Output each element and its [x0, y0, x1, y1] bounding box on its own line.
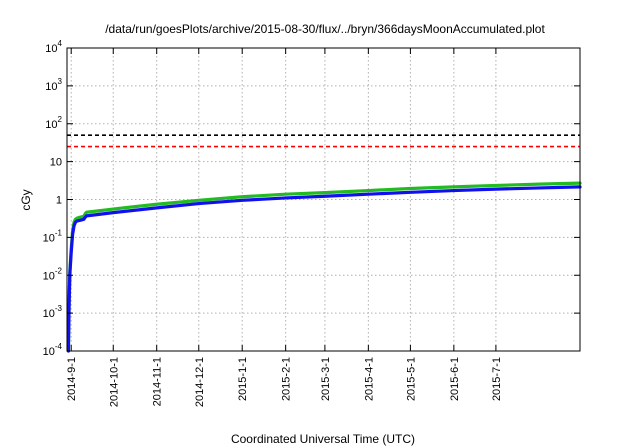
y-axis-label: cGy — [19, 189, 33, 210]
x-tick-label: 2015-7-1 — [491, 357, 503, 401]
x-axis: 2014-9-1 2014-10-1 2014-11-1 2014-12-1 2015-… — [66, 48, 503, 407]
y-tick-label: 10-1 — [43, 228, 63, 244]
y-tick-base: 10 — [43, 270, 55, 282]
y-tick-base: 10 — [50, 157, 62, 169]
y-tick-base: 10 — [45, 43, 57, 55]
y-tick-exponent: 4 — [58, 39, 63, 48]
y-tick-base: 1 — [56, 195, 62, 207]
x-tick-label: 2014-11-1 — [152, 357, 164, 406]
y-tick-exponent: 3 — [58, 77, 63, 86]
chart-title: /data/run/goesPlots/archive/2015-08-30/f… — [105, 22, 545, 36]
x-tick-label: 2015-6-1 — [449, 357, 461, 401]
y-tick-base: 10 — [43, 346, 55, 358]
y-tick-exponent: -2 — [55, 266, 63, 275]
x-tick-label: 2015-4-1 — [363, 357, 375, 401]
y-tick-label: 103 — [45, 77, 62, 93]
y-tick-label: 1 — [56, 195, 62, 207]
y-tick-exponent: -1 — [55, 228, 63, 237]
x-tick-label: 2015-1-1 — [237, 357, 249, 401]
x-tick-label: 2015-2-1 — [281, 357, 293, 401]
y-tick-base: 10 — [43, 232, 55, 244]
x-tick-label: 2015-5-1 — [405, 357, 417, 401]
reference-lines — [67, 134, 580, 148]
y-tick-exponent: -3 — [55, 304, 63, 313]
series-group — [66, 181, 582, 353]
y-tick-label: 102 — [45, 115, 62, 131]
y-tick-exponent: 2 — [58, 115, 63, 124]
x-tick-label: 2014-12-1 — [194, 357, 206, 407]
y-tick-base: 10 — [43, 308, 55, 320]
x-tick-label: 2014-9-1 — [66, 357, 78, 401]
y-tick-base: 10 — [45, 81, 57, 93]
series-line — [66, 185, 582, 353]
y-tick-label: 104 — [45, 39, 62, 55]
y-tick-label: 10-2 — [43, 266, 63, 282]
grid — [67, 48, 580, 351]
y-tick-exponent: -4 — [55, 342, 63, 351]
y-tick-label: 10 — [50, 157, 62, 169]
y-tick-base: 10 — [45, 119, 57, 131]
y-tick-label: 10-4 — [43, 342, 63, 358]
y-tick-label: 10-3 — [43, 304, 63, 320]
x-tick-label: 2014-10-1 — [108, 357, 120, 407]
x-axis-label: Coordinated Universal Time (UTC) — [231, 432, 415, 446]
x-tick-label: 2015-3-1 — [320, 357, 332, 401]
